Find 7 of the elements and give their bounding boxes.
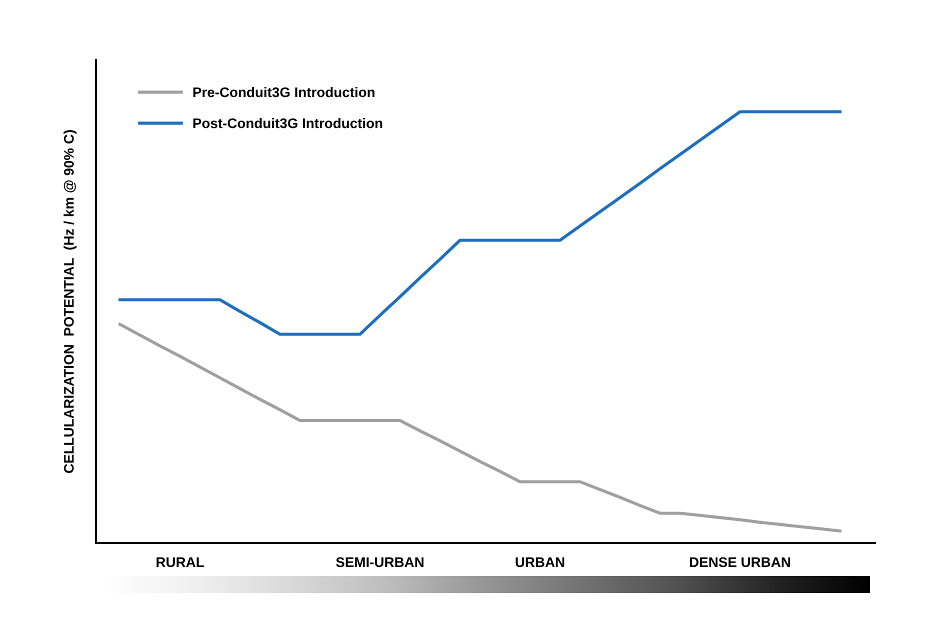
x-tick-label: RURAL: [156, 557, 204, 568]
x-tick-label: URBAN: [516, 557, 564, 568]
legend-label: Post-Conduit3G Introduction: [193, 118, 382, 128]
x-tick-label: SEMI-URBAN: [336, 557, 424, 568]
legend-label: Pre-Conduit3G Introduction: [193, 86, 374, 98]
x-tick-label: DENSE URBAN: [690, 557, 790, 568]
y-axis-title: CELLULARIZATION POTENTIAL (Hz / km @ 90% C): [64, 130, 77, 473]
